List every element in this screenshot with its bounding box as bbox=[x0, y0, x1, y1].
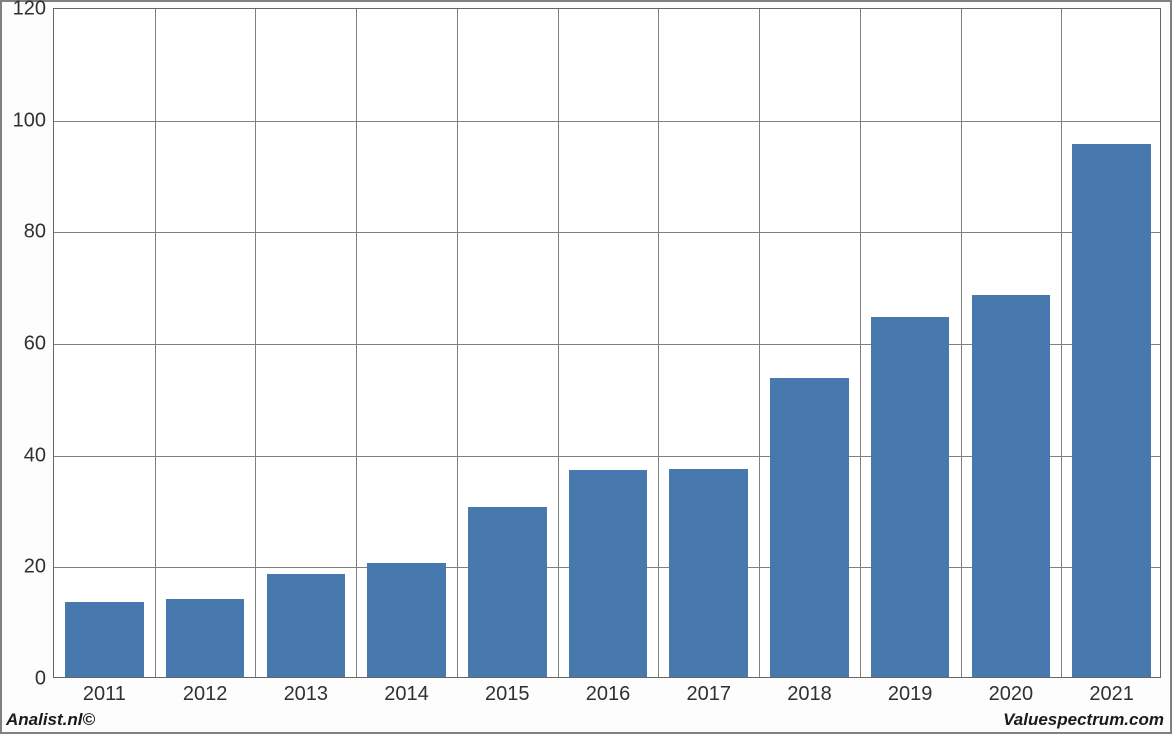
x-axis-tick-label: 2015 bbox=[485, 683, 530, 706]
x-axis-tick-label: 2018 bbox=[787, 683, 832, 706]
bar bbox=[972, 295, 1051, 677]
gridline-vertical bbox=[558, 9, 559, 677]
x-axis-tick-label: 2011 bbox=[83, 683, 126, 706]
bar bbox=[1072, 144, 1151, 677]
footer-right-credit: Valuespectrum.com bbox=[1003, 710, 1164, 730]
gridline-vertical bbox=[759, 9, 760, 677]
gridline-vertical bbox=[658, 9, 659, 677]
x-axis-tick-label: 2016 bbox=[586, 683, 631, 706]
bar bbox=[65, 602, 144, 677]
gridline-vertical bbox=[457, 9, 458, 677]
bar bbox=[468, 507, 547, 677]
gridline-vertical bbox=[961, 9, 962, 677]
bar bbox=[669, 469, 748, 677]
gridline-horizontal bbox=[54, 232, 1160, 233]
x-axis-tick-label: 2014 bbox=[384, 683, 429, 706]
chart-frame: 0 20 40 60 80 100 120 2011 2012 2013 2014 2015 2016 2… bbox=[0, 0, 1172, 734]
bar bbox=[871, 317, 950, 677]
gridline-vertical bbox=[356, 9, 357, 677]
gridline-horizontal bbox=[54, 121, 1160, 122]
x-axis-tick-label: 2021 bbox=[1089, 683, 1134, 706]
y-axis-tick-label: 20 bbox=[24, 556, 46, 579]
y-axis-tick-label: 0 bbox=[35, 668, 46, 691]
y-axis-tick-label: 40 bbox=[24, 444, 46, 467]
y-axis-tick-label: 80 bbox=[24, 221, 46, 244]
bar bbox=[770, 378, 849, 677]
footer-left-credit: Analist.nl© bbox=[6, 710, 95, 730]
x-axis-tick-label: 2012 bbox=[183, 683, 228, 706]
bar bbox=[569, 470, 648, 677]
gridline-vertical bbox=[155, 9, 156, 677]
y-axis-tick-label: 60 bbox=[24, 333, 46, 356]
bar bbox=[267, 574, 346, 677]
y-axis-tick-label: 100 bbox=[13, 109, 46, 132]
gridline-vertical bbox=[1061, 9, 1062, 677]
x-axis-tick-label: 2013 bbox=[284, 683, 329, 706]
gridline-vertical bbox=[860, 9, 861, 677]
x-axis-tick-label: 2017 bbox=[686, 683, 731, 706]
plot-area: 0204060801001202011201220132014201520162… bbox=[53, 8, 1161, 678]
y-axis-tick-label: 120 bbox=[13, 0, 46, 21]
gridline-vertical bbox=[255, 9, 256, 677]
x-axis-tick-label: 2020 bbox=[989, 683, 1034, 706]
x-axis-tick-label: 2019 bbox=[888, 683, 933, 706]
bar bbox=[166, 599, 245, 677]
bar bbox=[367, 563, 446, 677]
